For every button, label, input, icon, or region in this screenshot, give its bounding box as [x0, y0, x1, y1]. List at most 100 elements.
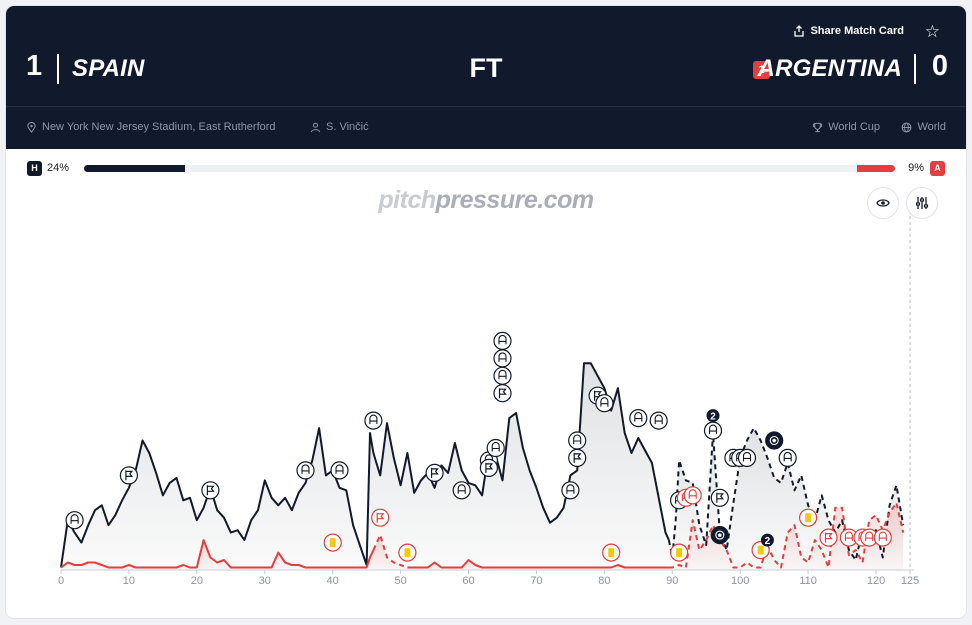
- yellow-card-icon: [676, 548, 683, 558]
- watermark: pitchpressure.com: [6, 186, 966, 215]
- watermark-suffix: pressure.com: [435, 186, 594, 214]
- x-tick-label: 60: [462, 575, 474, 587]
- corner-flag-icon: [376, 512, 385, 523]
- count-badge-circle: [706, 409, 720, 423]
- home-team-name[interactable]: SPAIN: [72, 55, 145, 82]
- favorite-star-icon[interactable]: ☆: [924, 22, 940, 41]
- yellow-card-icon: [757, 545, 764, 555]
- visibility-toggle-button[interactable]: [867, 187, 899, 219]
- ball-icon-panel: [772, 438, 777, 443]
- home-event-corner: [493, 366, 512, 385]
- share-match-card-button[interactable]: Share Match Card: [793, 25, 904, 37]
- shot-icon: [688, 489, 697, 499]
- shot-icon: [865, 531, 874, 542]
- home-event-corner: [649, 411, 668, 430]
- away-score-divider: [914, 54, 916, 84]
- home-event-corner: [330, 461, 349, 480]
- home-event-corner: [452, 481, 471, 500]
- home-pressure-line-0: [60, 362, 670, 568]
- region-text: World: [917, 121, 946, 133]
- shot-icon: [600, 397, 609, 407]
- shot-icon: [634, 412, 643, 422]
- pressure-track: [84, 165, 895, 172]
- event-marker-circle: [819, 528, 838, 547]
- event-marker-circle: [479, 458, 498, 477]
- x-tick-label: 40: [327, 575, 339, 587]
- home-event-corner: [629, 409, 648, 428]
- shot-icon: [708, 424, 718, 435]
- away-event-corner: [839, 528, 859, 547]
- event-marker-circle: [710, 488, 729, 507]
- corner-flag-icon: [485, 462, 494, 473]
- ball-icon: [715, 530, 725, 540]
- shot-icon: [573, 434, 582, 444]
- home-score: 1: [26, 50, 43, 82]
- home-event-corner: [493, 331, 512, 350]
- away-pressure-area-2: [61, 540, 374, 570]
- x-tick-label: 0: [58, 575, 64, 587]
- away-pressure-line-3: [372, 534, 408, 569]
- event-marker-circle: [371, 508, 390, 527]
- home-event-goal: [710, 525, 729, 545]
- trophy-icon: [813, 122, 823, 132]
- away-event-card: [398, 543, 417, 562]
- home-event-goal: [765, 431, 784, 450]
- yellow-card-icon: [404, 548, 411, 558]
- shot-icon: [878, 531, 887, 542]
- x-tick-label: 120: [867, 575, 885, 587]
- corner-flag-icon: [206, 485, 215, 496]
- event-marker-circle: [493, 384, 512, 403]
- shot-icon: [742, 451, 752, 462]
- away-pressure-fill: [856, 165, 895, 172]
- corner-flag-icon: [573, 452, 582, 463]
- count-badge-label: 2: [765, 536, 771, 547]
- x-tick-label: 10: [123, 575, 135, 587]
- referee-info: S. Vinčić: [310, 121, 369, 133]
- away-pressure-line-2: [60, 539, 375, 569]
- header-divider: [6, 106, 966, 107]
- event-marker-circle: [119, 466, 139, 485]
- away-event-corner: [873, 528, 892, 547]
- away-score: 0: [931, 50, 948, 82]
- home-score-divider: [57, 54, 59, 84]
- region-info[interactable]: World: [901, 121, 946, 133]
- event-marker-circle: [425, 463, 444, 482]
- pressure-chart: 0 10 20 30 40 50 60 70 80 90 100 110 120 125 2 2: [58, 216, 919, 587]
- x-tick-label: 100: [731, 575, 749, 587]
- away-team-name[interactable]: ARGENTINA: [757, 55, 902, 82]
- away-badge: A: [930, 161, 945, 176]
- match-header: 1 SPAIN FT 1 ARGENTINA 0 Share Match Car…: [6, 6, 966, 149]
- event-count-badge: 2: [706, 409, 720, 423]
- x-tick-label: 20: [191, 575, 203, 587]
- competition-info[interactable]: World Cup: [812, 121, 880, 133]
- watermark-prefix: pitch: [378, 186, 436, 214]
- competition-text: World Cup: [828, 121, 880, 133]
- home-event-corner: [296, 461, 315, 480]
- filter-settings-button[interactable]: [906, 187, 938, 219]
- person-icon: [310, 122, 321, 132]
- venue-info: New York New Jersey Stadium, East Ruther…: [26, 121, 276, 133]
- away-pressure-area-3: [373, 535, 408, 570]
- away-event-card: [602, 543, 621, 562]
- event-count-badge: 2: [760, 533, 774, 547]
- away-event-flag: [371, 508, 390, 527]
- match-card: 1 SPAIN FT 1 ARGENTINA 0 Share Match Car…: [6, 6, 966, 618]
- corner-flag-icon: [125, 470, 134, 481]
- event-marker-circle: [568, 448, 587, 467]
- home-pressure-pct: 24%: [47, 162, 70, 174]
- share-icon: [794, 25, 805, 37]
- away-event-card: [323, 533, 342, 552]
- home-event-corner: [737, 448, 757, 467]
- corner-flag-icon: [431, 467, 439, 478]
- home-event-flag: [568, 448, 587, 467]
- shot-icon: [301, 464, 310, 474]
- away-red-card-badge: 1: [753, 61, 770, 79]
- home-pressure-area-0: [61, 363, 669, 570]
- scoreline: 1 SPAIN FT 1 ARGENTINA 0 Share Match Car…: [6, 6, 966, 106]
- referee-text: S. Vinčić: [326, 121, 369, 133]
- home-event-flag: [201, 481, 220, 500]
- globe-icon: [902, 122, 912, 132]
- home-event-corner: [703, 421, 723, 440]
- home-event-flag: [119, 466, 139, 485]
- home-event-corner: [65, 511, 84, 530]
